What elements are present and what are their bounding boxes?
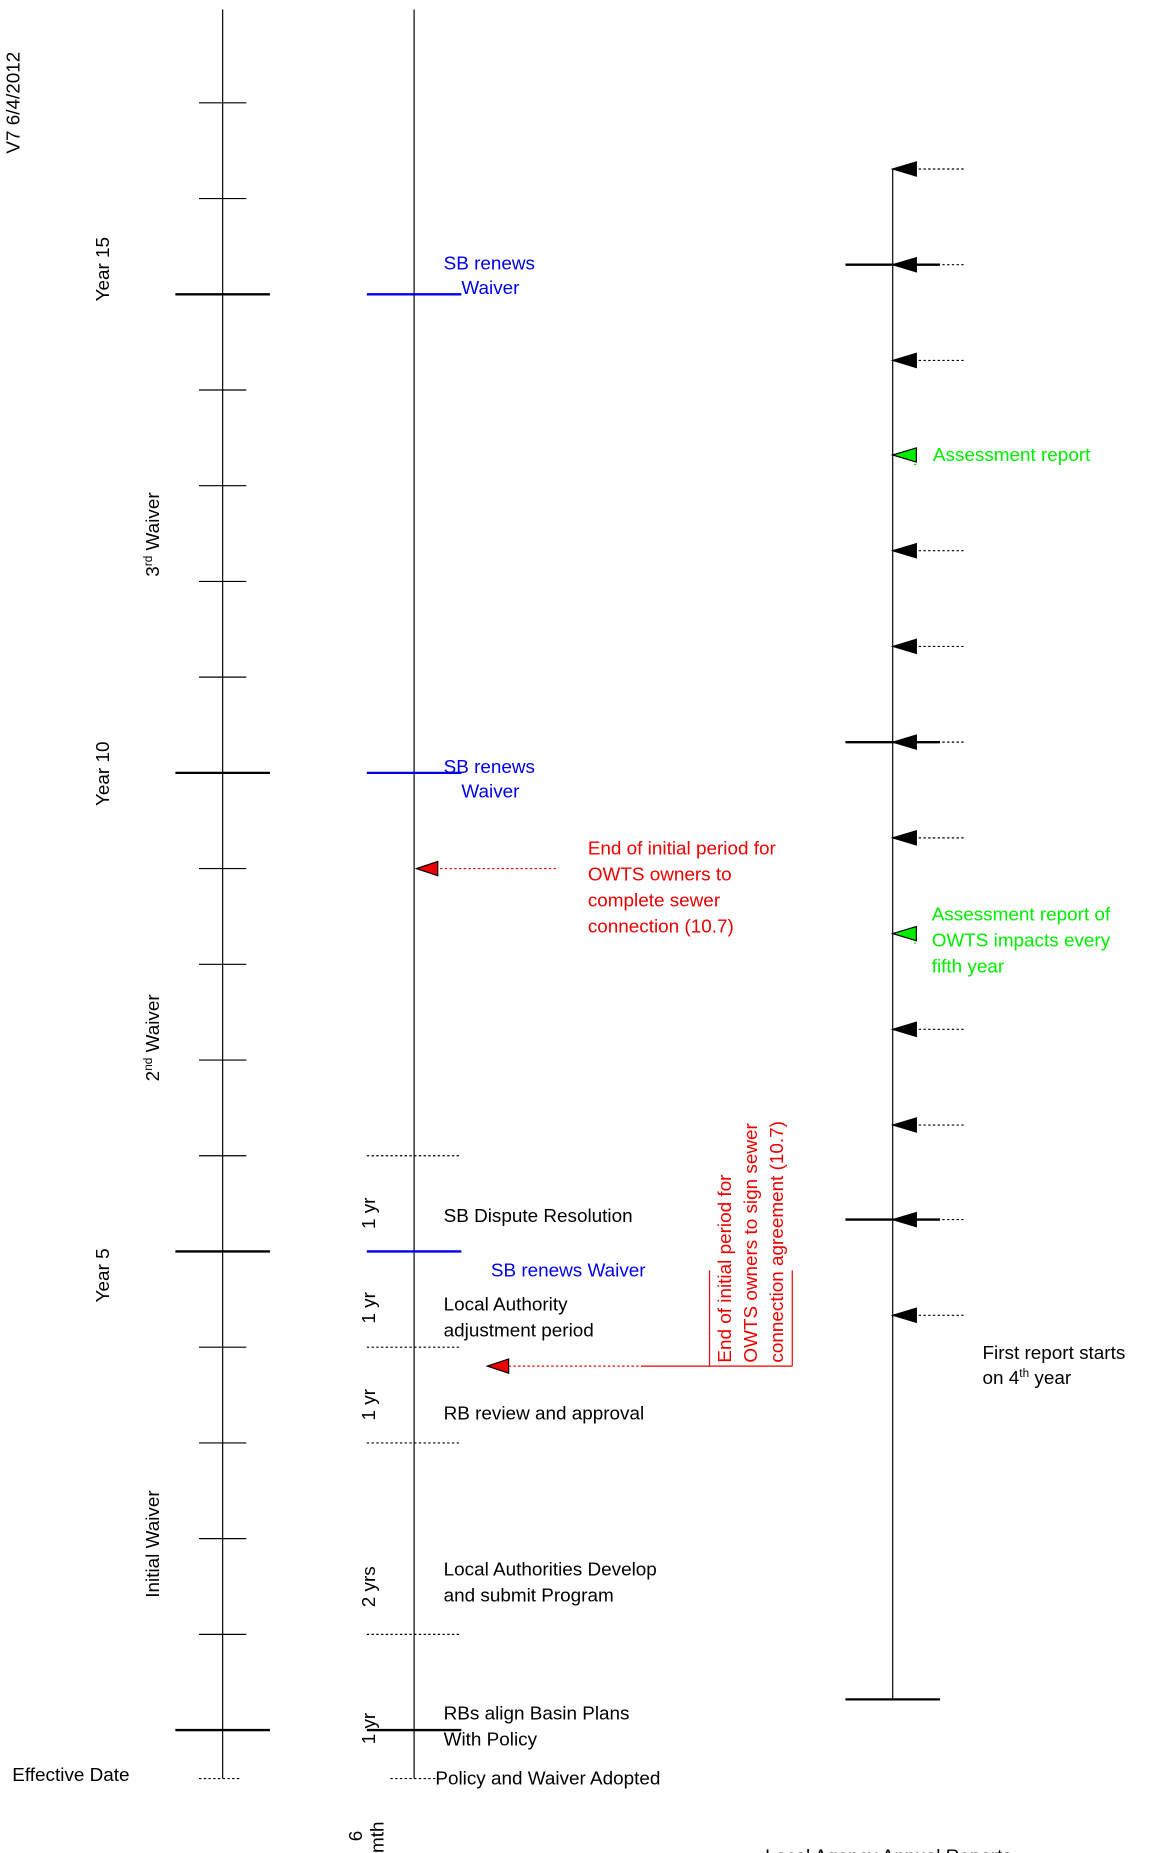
arrowhead — [890, 829, 917, 846]
version-label: V7 6/4/2012 — [3, 52, 24, 154]
waiver-label: Initial Waiver — [143, 1490, 164, 1597]
duration-label: 1 yr — [359, 1198, 380, 1230]
duration-label: 1 yr — [359, 1389, 380, 1421]
arrowhead — [890, 638, 917, 655]
label: OWTS owners to sign sewer — [741, 1123, 762, 1362]
label: Waiver — [461, 782, 519, 803]
label: OWTS impacts every — [932, 931, 1111, 952]
arrowhead — [890, 161, 917, 177]
arrowhead — [890, 256, 917, 273]
label-part: year — [1029, 1368, 1071, 1389]
year-label: Year 15 — [93, 237, 114, 301]
label: First report starts — [983, 1343, 1126, 1364]
label: Local Agency Annual Reports — [765, 1846, 1012, 1853]
duration-label: 1 yr — [359, 1713, 380, 1745]
label: End of initial period for — [715, 1175, 736, 1363]
label-part: on 4 — [983, 1368, 1020, 1389]
waiver-label: 3rd Waiver — [141, 492, 164, 576]
label: End of initial period for — [588, 838, 776, 859]
phase-label: With Policy — [444, 1729, 538, 1750]
arrowhead — [890, 734, 917, 751]
arrowhead — [890, 1307, 917, 1324]
label-part: th — [1019, 1366, 1029, 1380]
duration-label: 1 yr — [359, 1292, 380, 1324]
phase-label: SB Dispute Resolution — [444, 1206, 633, 1227]
phase-label: and submit Program — [444, 1585, 614, 1606]
label: Policy and Waiver Adopted — [435, 1768, 660, 1789]
duration-label: 2 yrs — [359, 1566, 380, 1607]
label: SB renews Waiver — [491, 1260, 646, 1281]
label-part: rd — [141, 556, 155, 567]
label-part: 2 — [143, 1071, 164, 1082]
arrowhead — [890, 1021, 917, 1038]
arrowhead — [890, 447, 917, 463]
label: OWTS owners to — [588, 864, 732, 885]
year-label: Year 10 — [93, 742, 114, 806]
label-part: nd — [141, 1058, 155, 1071]
label: Assessment report of — [932, 905, 1111, 926]
label: connection (10.7) — [588, 916, 734, 937]
label-part: 3 — [143, 566, 164, 577]
phase-label: RBs align Basin Plans — [444, 1703, 630, 1724]
label: Assessment report — [933, 445, 1091, 466]
label: mth — [367, 1822, 388, 1853]
arrowhead — [890, 542, 917, 559]
label: SB renews — [444, 757, 535, 778]
label: complete sewer — [588, 890, 720, 911]
phase-label: Local Authority — [444, 1295, 568, 1316]
label-part: Waiver — [143, 994, 164, 1057]
label: Effective Date — [12, 1765, 129, 1786]
phase-label: RB review and approval — [444, 1403, 645, 1424]
label-part: Waiver — [143, 492, 164, 555]
label: connection agreement (10.7) — [767, 1121, 788, 1363]
year-label: Year 5 — [93, 1248, 114, 1302]
arrowhead — [485, 1358, 510, 1375]
waiver-label: 2nd Waiver — [141, 994, 164, 1081]
phase-label: Local Authorities Develop — [444, 1559, 657, 1580]
arrowhead — [890, 1211, 917, 1228]
label: 6 — [346, 1831, 367, 1842]
arrowhead — [890, 1117, 917, 1133]
label: on 4th year — [983, 1366, 1072, 1389]
label: fifth year — [932, 957, 1004, 978]
arrowhead — [890, 352, 917, 369]
phase-label: adjustment period — [444, 1321, 594, 1342]
arrowhead — [414, 860, 439, 877]
label: Waiver — [461, 278, 519, 299]
arrowhead — [890, 925, 917, 942]
label: SB renews — [444, 253, 535, 274]
